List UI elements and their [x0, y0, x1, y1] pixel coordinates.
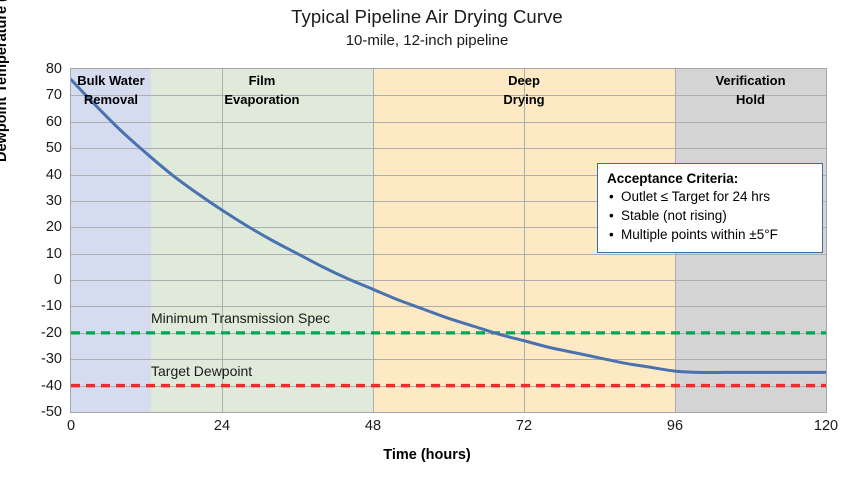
h-gridline-1: [71, 95, 826, 97]
y-tick-label: 0: [53, 272, 62, 289]
acceptance-criteria-title: Acceptance Criteria:: [607, 171, 739, 186]
v-gridline-1: [222, 69, 223, 412]
acceptance-criteria-list: Outlet ≤ Target for 24 hrsStable (not ri…: [607, 187, 813, 244]
h-gridline-6: [71, 227, 826, 229]
y-tick-label: 80: [45, 61, 62, 77]
h-gridline-5: [71, 200, 826, 202]
h-gridline-8: [71, 280, 826, 282]
y-tick-label: 40: [45, 166, 62, 183]
y-tick-label: -50: [41, 404, 62, 420]
y-tick-label: 60: [45, 113, 62, 130]
data-curve-svg: [71, 78, 826, 388]
x-tick-label: 48: [364, 418, 382, 434]
v-gridline-2: [373, 69, 374, 412]
h-gridline-9: [71, 306, 826, 308]
h-gridline-7: [71, 253, 826, 255]
zone-band-0: [71, 69, 151, 412]
x-tick-label: 96: [666, 418, 684, 434]
x-tick-label: 24: [213, 418, 231, 434]
acceptance-criteria-item-1: Stable (not rising): [609, 206, 813, 225]
acceptance-criteria-box: Acceptance Criteria: Outlet ≤ Target for…: [597, 163, 823, 253]
h-gridline-3: [71, 148, 826, 150]
y-tick-label: -40: [41, 377, 62, 394]
y-tick-label: 70: [45, 87, 62, 104]
y-tick-label: 50: [45, 140, 62, 157]
y-tick-label: 20: [45, 219, 62, 236]
threshold-label-1: Target Dewpoint: [151, 362, 253, 379]
y-axis-label: Dewpoint Temperature (°F): [0, 0, 10, 162]
y-tick-label: 10: [45, 245, 62, 262]
x-tick-label: 120: [813, 418, 839, 434]
chart-subtitle: 10-mile, 12-inch pipeline: [345, 32, 509, 49]
acceptance-criteria-item-0: Outlet ≤ Target for 24 hrs: [609, 187, 813, 206]
dewpoint-curve: [71, 78, 826, 375]
plot-area: Bulk Water Removal Film Evaporation Deep Dryi…: [70, 68, 827, 413]
x-axis-label: Time (hours): [383, 447, 471, 463]
threshold-label-0: Minimum Transmission Spec: [151, 309, 330, 326]
y-tick-label: -20: [41, 324, 62, 341]
chart-title: Typical Pipeline Air Drying Curve: [291, 6, 563, 27]
y-tick-label: 30: [45, 192, 62, 209]
h-gridline-4: [71, 174, 826, 176]
zone-band-1: [150, 69, 373, 412]
v-gridline-3: [524, 69, 525, 412]
h-gridline-11: [71, 359, 826, 361]
acceptance-criteria-item-2: Multiple points within ±5°F: [609, 225, 813, 244]
x-tick-label: 72: [515, 418, 533, 434]
h-gridline-2: [71, 121, 826, 123]
x-tick-label: 0: [66, 418, 76, 434]
y-tick-label: -10: [41, 298, 62, 315]
y-tick-label: -30: [41, 351, 62, 368]
